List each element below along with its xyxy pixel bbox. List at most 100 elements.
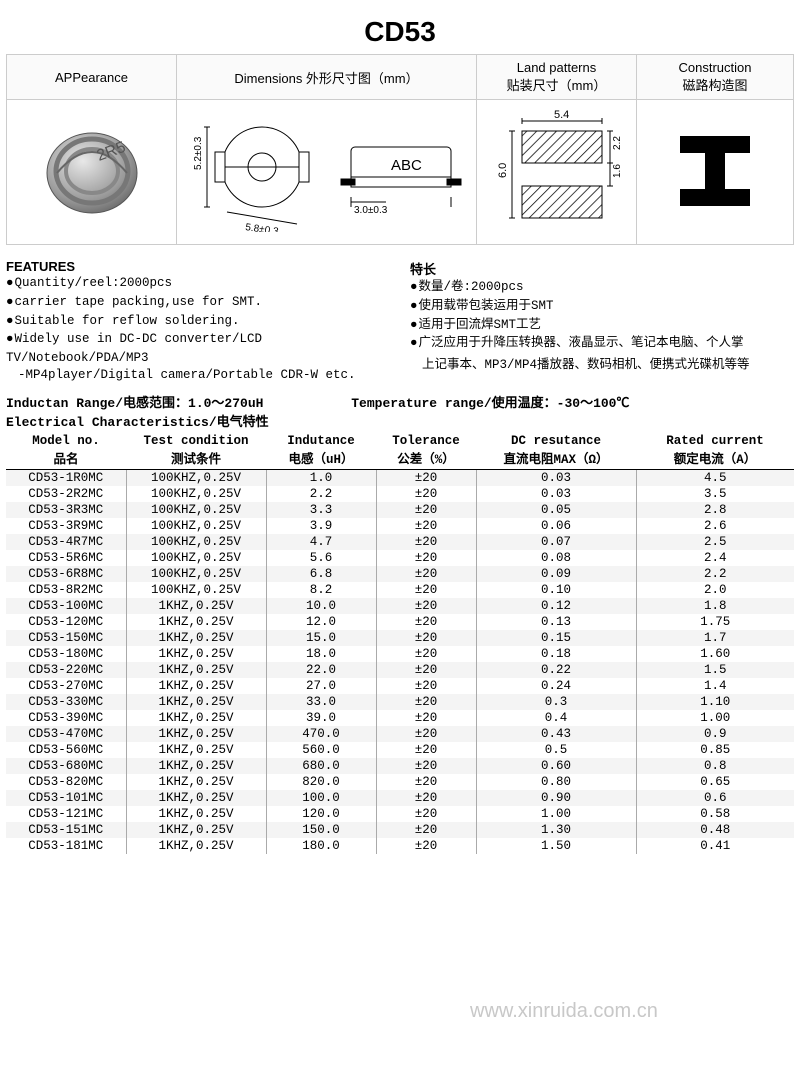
cell: CD53-390MC <box>6 710 126 726</box>
cell: 2.2 <box>266 486 376 502</box>
feature-en-item: carrier tape packing,use for SMT. <box>6 293 390 312</box>
cell: ±20 <box>376 614 476 630</box>
cell: 0.65 <box>636 774 794 790</box>
cell: 1KHZ,0.25V <box>126 630 266 646</box>
ec-head: Electrical Characteristics/电气特性 <box>6 411 794 430</box>
cell: 1.50 <box>476 838 636 854</box>
cell: 0.43 <box>476 726 636 742</box>
svg-text:5.2±0.3: 5.2±0.3 <box>193 136 204 170</box>
cell: 470.0 <box>266 726 376 742</box>
cell: ±20 <box>376 742 476 758</box>
cell: 0.6 <box>636 790 794 806</box>
table-row: CD53-101MC1KHZ,0.25V100.0±200.900.6 <box>6 790 794 806</box>
cell: 4.5 <box>636 469 794 486</box>
cell: CD53-680MC <box>6 758 126 774</box>
cell: 1.30 <box>476 822 636 838</box>
cell: ±20 <box>376 662 476 678</box>
cell: CD53-180MC <box>6 646 126 662</box>
cell: CD53-4R7MC <box>6 534 126 550</box>
cell: 0.09 <box>476 566 636 582</box>
table-row: CD53-5R6MC100KHZ,0.25V5.6±200.082.4 <box>6 550 794 566</box>
cell: 1KHZ,0.25V <box>126 758 266 774</box>
cell: ±20 <box>376 630 476 646</box>
table-row: CD53-2R2MC100KHZ,0.25V2.2±200.033.5 <box>6 486 794 502</box>
feature-en-item: Widely use in DC-DC converter/LCD TV/Not… <box>6 330 390 368</box>
features-head-cn: 特长 <box>410 259 794 278</box>
cell: 0.03 <box>476 469 636 486</box>
features-section: FEATURES Quantity/reel:2000pcscarrier ta… <box>6 259 794 382</box>
cell: 0.05 <box>476 502 636 518</box>
cell: 100KHZ,0.25V <box>126 582 266 598</box>
cell: 1KHZ,0.25V <box>126 806 266 822</box>
watermark: www.xinruida.com.cn <box>470 1000 658 1023</box>
table-row: CD53-120MC1KHZ,0.25V12.0±200.131.75 <box>6 614 794 630</box>
svg-text:5.4: 5.4 <box>554 109 569 121</box>
cell: 0.15 <box>476 630 636 646</box>
cell: CD53-3R9MC <box>6 518 126 534</box>
table-row: CD53-3R9MC100KHZ,0.25V3.9±200.062.6 <box>6 518 794 534</box>
feature-cn-item: 广泛应用于升降压转换器、液晶显示、笔记本电脑、个人掌 <box>410 334 794 353</box>
cell: 100.0 <box>266 790 376 806</box>
svg-text:ABC: ABC <box>391 157 422 174</box>
cell: 0.12 <box>476 598 636 614</box>
cell: 5.6 <box>266 550 376 566</box>
cell: 3.3 <box>266 502 376 518</box>
cell: 0.9 <box>636 726 794 742</box>
feature-cn-item: 使用载带包装运用于SMT <box>410 297 794 316</box>
cell: 1.75 <box>636 614 794 630</box>
cell: 0.48 <box>636 822 794 838</box>
dim-top-view-icon: 5.2±0.3 5.8±0.3 <box>187 112 317 232</box>
cell: 120.0 <box>266 806 376 822</box>
cell: ±20 <box>376 790 476 806</box>
cell: 1.8 <box>636 598 794 614</box>
cell: 0.10 <box>476 582 636 598</box>
cell: 1KHZ,0.25V <box>126 742 266 758</box>
page-title: CD53 <box>6 16 794 48</box>
cell: 18.0 <box>266 646 376 662</box>
th-land: Land patterns 贴装尺寸（mm） <box>477 55 637 100</box>
cell: 3.5 <box>636 486 794 502</box>
cell: 1KHZ,0.25V <box>126 614 266 630</box>
cell: ±20 <box>376 806 476 822</box>
th-tol: Tolerance 公差（%） <box>376 432 476 470</box>
cell: ±20 <box>376 822 476 838</box>
cell: 0.8 <box>636 758 794 774</box>
temperature-range: Temperature range/使用温度：-30～100℃ <box>351 396 629 411</box>
cell: 150.0 <box>266 822 376 838</box>
cell: ±20 <box>376 646 476 662</box>
land-pattern-cell: 5.4 2.2 1.6 6.0 <box>477 100 637 245</box>
cell: 39.0 <box>266 710 376 726</box>
cell: CD53-5R6MC <box>6 550 126 566</box>
table-row: CD53-151MC1KHZ,0.25V150.0±201.300.48 <box>6 822 794 838</box>
cell: 1KHZ,0.25V <box>126 710 266 726</box>
cell: CD53-120MC <box>6 614 126 630</box>
cell: 22.0 <box>266 662 376 678</box>
table-row: CD53-181MC1KHZ,0.25V180.0±201.500.41 <box>6 838 794 854</box>
cell: 0.13 <box>476 614 636 630</box>
cell: 0.90 <box>476 790 636 806</box>
cell: 0.06 <box>476 518 636 534</box>
cell: ±20 <box>376 726 476 742</box>
cell: 2.4 <box>636 550 794 566</box>
cell: 33.0 <box>266 694 376 710</box>
cell: CD53-470MC <box>6 726 126 742</box>
cell: 27.0 <box>266 678 376 694</box>
th-model: Model no. 品名 <box>6 432 126 470</box>
table-row: CD53-330MC1KHZ,0.25V33.0±200.31.10 <box>6 694 794 710</box>
cell: 0.03 <box>476 486 636 502</box>
cell: 1.60 <box>636 646 794 662</box>
cell: ±20 <box>376 694 476 710</box>
cell: 0.60 <box>476 758 636 774</box>
cell: ±20 <box>376 502 476 518</box>
cell: ±20 <box>376 582 476 598</box>
table-row: CD53-100MC1KHZ,0.25V10.0±200.121.8 <box>6 598 794 614</box>
table-row: CD53-6R8MC100KHZ,0.25V6.8±200.092.2 <box>6 566 794 582</box>
th-appearance: APPearance <box>7 55 177 100</box>
cell: CD53-3R3MC <box>6 502 126 518</box>
features-head-en: FEATURES <box>6 259 390 274</box>
overview-table: APPearance Dimensions 外形尺寸图（mm） Land pat… <box>6 54 794 245</box>
dim-side-view-icon: ABC 3.0±0.3 <box>336 117 466 227</box>
cell: CD53-220MC <box>6 662 126 678</box>
cell: CD53-2R2MC <box>6 486 126 502</box>
table-row: CD53-680MC1KHZ,0.25V680.0±200.600.8 <box>6 758 794 774</box>
